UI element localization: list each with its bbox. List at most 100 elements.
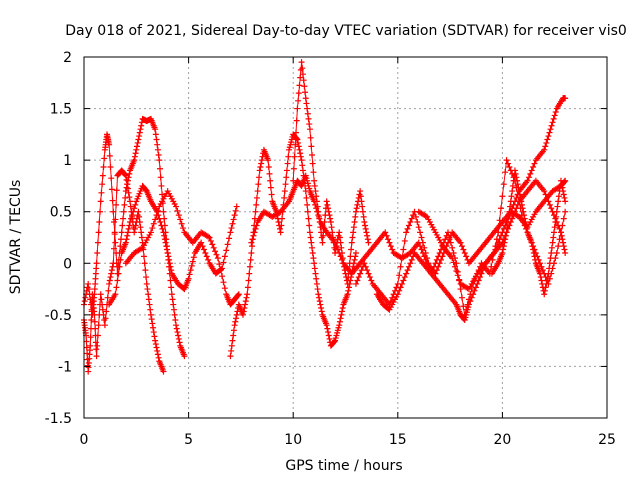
data-point xyxy=(368,277,375,284)
data-point xyxy=(166,260,173,267)
data-point xyxy=(148,316,155,323)
data-point xyxy=(219,273,226,280)
data-point xyxy=(344,280,351,287)
data-point xyxy=(509,182,516,189)
data-point xyxy=(154,141,161,148)
x-axis-label: GPS time / hours xyxy=(285,458,402,474)
data-point xyxy=(172,317,179,324)
y-tick-label: -1 xyxy=(58,359,72,375)
data-point xyxy=(127,203,134,210)
data-point xyxy=(138,245,145,252)
data-point xyxy=(97,198,104,205)
data-point xyxy=(502,232,509,239)
data-point xyxy=(347,253,354,260)
data-point xyxy=(513,205,520,212)
series-track-2 xyxy=(81,167,167,375)
data-point xyxy=(167,263,174,270)
data-point xyxy=(517,194,524,201)
x-tick-label: 0 xyxy=(80,432,89,448)
data-point xyxy=(504,219,511,226)
data-point xyxy=(527,170,534,177)
data-point xyxy=(102,315,109,322)
data-point xyxy=(120,215,127,222)
data-point xyxy=(160,208,167,215)
data-point xyxy=(553,213,560,220)
data-point xyxy=(299,162,306,169)
data-point xyxy=(531,253,538,260)
data-point xyxy=(345,284,352,291)
data-point xyxy=(177,216,184,223)
data-point xyxy=(511,167,518,174)
data-point xyxy=(106,141,113,148)
data-point xyxy=(255,181,262,188)
data-point xyxy=(421,244,428,251)
data-point xyxy=(155,354,162,361)
data-point xyxy=(562,208,569,215)
data-point xyxy=(499,193,506,200)
data-point xyxy=(145,296,152,303)
data-point xyxy=(398,255,405,262)
data-point xyxy=(547,126,554,133)
data-point xyxy=(450,259,457,266)
data-point xyxy=(450,249,457,256)
data-point xyxy=(352,208,359,215)
data-point xyxy=(522,219,529,226)
data-point xyxy=(407,219,414,226)
data-point xyxy=(155,151,162,158)
data-point xyxy=(256,167,263,174)
data-point xyxy=(94,239,101,246)
data-point xyxy=(203,253,210,260)
data-point xyxy=(387,243,394,250)
data-point xyxy=(295,90,302,97)
data-point xyxy=(303,194,310,201)
data-point xyxy=(122,172,129,179)
data-point xyxy=(117,256,124,263)
data-point xyxy=(108,270,115,277)
data-point xyxy=(555,243,562,250)
series-track-1 xyxy=(81,115,188,360)
data-point xyxy=(559,184,566,191)
data-point xyxy=(297,150,304,157)
data-point xyxy=(552,219,559,226)
data-point xyxy=(125,225,132,232)
data-point xyxy=(303,100,310,107)
data-point xyxy=(293,135,300,142)
data-point xyxy=(404,225,411,232)
data-point xyxy=(336,229,343,236)
data-point xyxy=(361,219,368,226)
data-point xyxy=(101,155,108,162)
data-point xyxy=(449,255,456,262)
data-point xyxy=(561,194,568,201)
data-point xyxy=(316,213,323,220)
data-point xyxy=(153,136,160,143)
data-point xyxy=(345,287,352,294)
y-tick-label: 2 xyxy=(63,50,72,66)
data-point xyxy=(454,272,461,279)
data-point xyxy=(385,236,392,243)
data-point xyxy=(173,322,180,329)
data-point xyxy=(365,270,372,277)
data-point xyxy=(329,229,336,236)
data-point xyxy=(251,229,258,236)
data-point xyxy=(318,304,325,311)
data-point xyxy=(309,160,316,167)
data-point xyxy=(414,219,421,226)
data-point xyxy=(529,243,536,250)
data-point xyxy=(333,243,340,250)
data-point xyxy=(326,335,333,342)
data-point xyxy=(349,234,356,241)
data-point xyxy=(205,233,212,240)
data-point xyxy=(516,191,523,198)
data-point xyxy=(295,143,302,150)
data-point xyxy=(320,232,327,239)
data-point xyxy=(327,219,334,226)
x-tick-label: 25 xyxy=(598,432,616,448)
data-point xyxy=(106,152,113,159)
data-point xyxy=(189,258,196,265)
data-point xyxy=(85,280,92,287)
data-point xyxy=(545,133,552,140)
data-point xyxy=(164,249,171,256)
data-point xyxy=(507,203,514,210)
data-point xyxy=(506,208,513,215)
data-point xyxy=(137,224,144,231)
